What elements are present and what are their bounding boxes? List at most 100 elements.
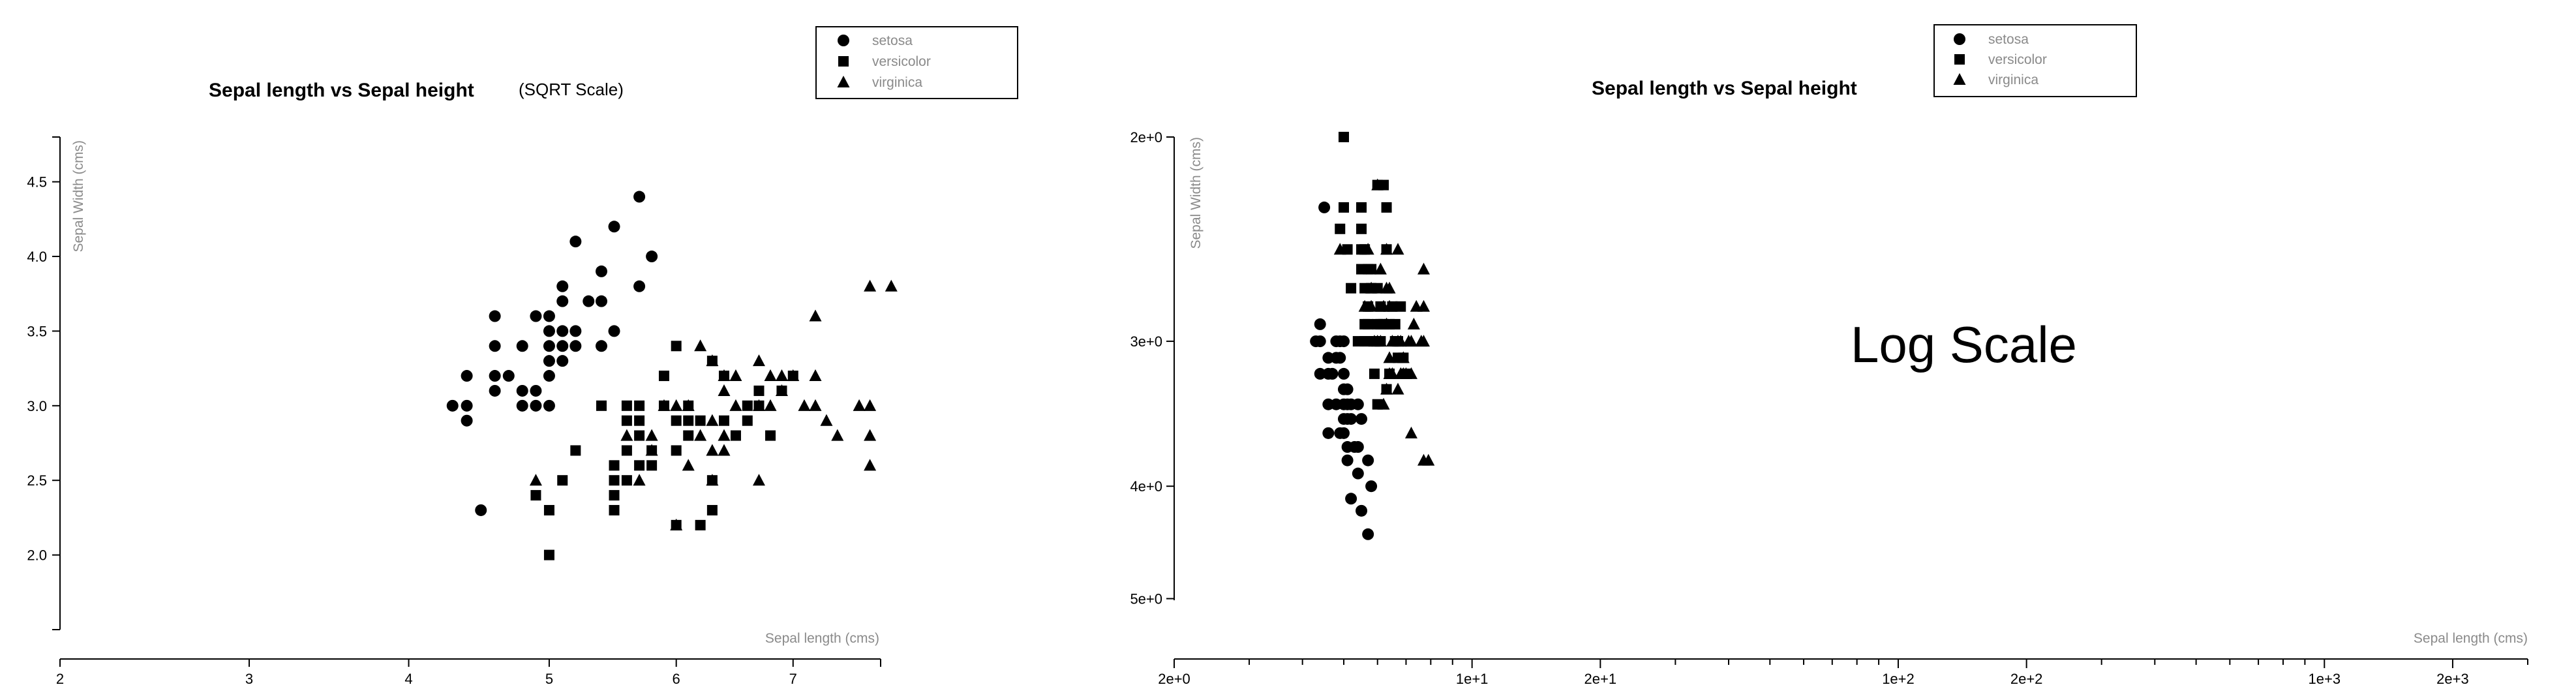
chart2-point-virginica: [1380, 243, 1393, 255]
chart1-point-versicolor: [683, 430, 694, 441]
chart1-point-virginica: [775, 384, 788, 396]
chart2-point-virginica: [1391, 243, 1404, 255]
chart2-x-tick-label: 2e+1: [1584, 671, 1617, 687]
chart1-x-tick-label: 5: [545, 671, 553, 687]
chart1-point-setosa: [516, 399, 528, 412]
chart2-point-versicolor: [1356, 223, 1367, 234]
chart1-point-setosa: [556, 355, 569, 367]
chart1-scale-note: (SQRT Scale): [519, 80, 624, 99]
chart1-point-versicolor: [658, 371, 669, 382]
chart1-point-versicolor: [634, 430, 645, 441]
chart1-point-setosa: [516, 340, 528, 352]
chart2-point-setosa: [1352, 441, 1364, 453]
chart1-point-virginica: [729, 369, 742, 382]
chart1-point-versicolor: [621, 415, 632, 426]
chart1-y-tick-label: 2.0: [27, 547, 47, 564]
chart1-point-setosa: [646, 251, 658, 263]
chart1-point-virginica: [706, 444, 719, 456]
chart1-legend-label: versicolor: [872, 54, 931, 69]
chart1-point-versicolor: [634, 415, 645, 426]
chart1-point-virginica: [620, 429, 633, 441]
chart1-point-versicolor: [596, 400, 607, 411]
chart2-point-versicolor: [1356, 202, 1367, 213]
chart2-point-virginica: [1374, 262, 1387, 275]
chart2-y-tick-label: 3e+0: [1130, 333, 1162, 350]
chart1-point-setosa: [489, 340, 501, 352]
chart2-point-versicolor: [1381, 202, 1392, 213]
chart1-point-setosa: [461, 414, 473, 427]
chart1-point-versicolor: [753, 385, 765, 396]
chart2-point-setosa: [1337, 427, 1350, 439]
chart2-y-tick-label: 4e+0: [1130, 478, 1162, 495]
chart1-point-virginica: [864, 399, 877, 411]
chart1-point-versicolor: [609, 504, 620, 515]
chart1-point-versicolor: [646, 460, 658, 471]
chart2-point-setosa: [1341, 454, 1354, 467]
chart2-point-setosa: [1356, 504, 1368, 517]
chart1-point-virginica: [787, 369, 800, 382]
chart2-point-setosa: [1314, 318, 1326, 330]
chart2-point-virginica: [1422, 453, 1435, 466]
chart2-x-tick-label: 2e+3: [2436, 671, 2469, 687]
chart1-point-versicolor: [671, 341, 682, 352]
chart1-point-virginica: [764, 369, 777, 382]
chart2-point-virginica: [1417, 299, 1430, 312]
chart1-point-setosa: [530, 399, 542, 412]
chart1-point-versicolor: [730, 430, 741, 441]
chart2-point-versicolor: [1395, 301, 1406, 312]
chart2-point-virginica: [1417, 335, 1430, 347]
chart2-y-tick-label: 2e+0: [1130, 129, 1162, 145]
chart2-point-setosa: [1362, 528, 1374, 540]
chart2-point-versicolor: [1338, 132, 1349, 142]
chart2-point-virginica: [1333, 243, 1346, 255]
chart1-point-virginica: [864, 459, 877, 471]
chart1-point-virginica: [798, 399, 811, 411]
chart1-point-virginica: [831, 429, 844, 441]
chart1-y-tick-label: 2.5: [27, 472, 47, 489]
chart2-legend: [1933, 24, 2137, 97]
chart1-point-versicolor: [621, 400, 632, 411]
chart1-point-setosa: [583, 295, 595, 307]
chart2-x-tick-label: 1e+3: [2309, 671, 2341, 687]
chart2-point-virginica: [1361, 243, 1374, 255]
chart1-point-setosa: [516, 384, 528, 397]
chart1-point-virginica: [718, 429, 731, 441]
chart1-point-setosa: [633, 191, 646, 203]
chart1-point-virginica: [645, 444, 658, 456]
chart2-point-virginica: [1374, 335, 1387, 347]
chart2-point-setosa: [1334, 352, 1346, 364]
chart1-point-setosa: [595, 295, 607, 307]
chart1-point-versicolor: [742, 415, 753, 426]
chart1-point-virginica: [718, 384, 731, 396]
chart1-point-virginica: [670, 399, 683, 411]
chart1-point-versicolor: [765, 430, 776, 441]
chart1-point-versicolor: [683, 415, 694, 426]
chart2-point-virginica: [1404, 426, 1417, 438]
chart2-point-setosa: [1326, 367, 1339, 380]
chart1-x-tick-label: 7: [789, 671, 797, 687]
chart1-point-virginica: [706, 474, 719, 486]
chart2-legend-marker-virginica: [1953, 73, 1966, 85]
chart1-x-tick-label: 6: [673, 671, 680, 687]
chart2-point-versicolor: [1346, 283, 1357, 294]
chart1-point-setosa: [556, 325, 569, 337]
chart1-title: Sepal length vs Sepal height: [209, 80, 474, 101]
chart2-point-setosa: [1314, 335, 1326, 348]
chart1-point-setosa: [543, 340, 555, 352]
chart1-point-setosa: [633, 280, 646, 292]
chart2-point-virginica: [1383, 299, 1396, 312]
chart1-y-tick-label: 4.0: [27, 249, 47, 265]
chart1-point-virginica: [764, 399, 777, 411]
chart1-point-versicolor: [695, 415, 706, 426]
chart2-point-virginica: [1407, 317, 1420, 329]
chart2-x-tick-label: 1e+1: [1456, 671, 1489, 687]
chart2-point-virginica: [1397, 351, 1410, 363]
chart1-point-virginica: [885, 279, 898, 292]
chart1-point-setosa: [543, 355, 555, 367]
chart2-y-tick-label: 5e+0: [1130, 590, 1162, 607]
chart2-point-setosa: [1356, 413, 1368, 425]
chart1-y-tick-label: 3.5: [27, 323, 47, 339]
chart1-legend-marker-virginica: [837, 76, 850, 87]
